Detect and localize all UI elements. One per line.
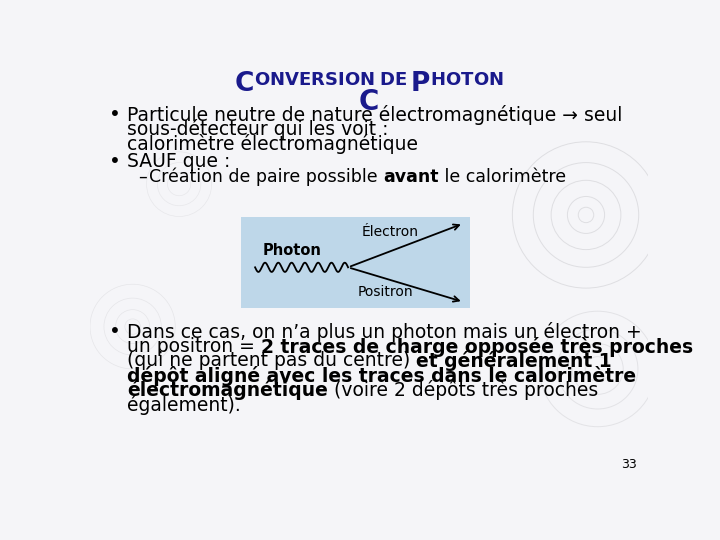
Text: O: O — [473, 71, 488, 89]
Text: SAUF que :: SAUF que : — [127, 152, 230, 171]
Text: un positron =: un positron = — [127, 336, 261, 356]
Text: I: I — [338, 71, 344, 89]
Text: D: D — [379, 71, 394, 89]
Text: E: E — [298, 71, 311, 89]
Text: Photon: Photon — [263, 244, 322, 259]
Text: S: S — [325, 71, 338, 89]
Text: Positron: Positron — [357, 285, 413, 299]
Text: et généralement 1: et généralement 1 — [416, 351, 612, 371]
Text: (qui ne partent pas du centre): (qui ne partent pas du centre) — [127, 351, 416, 370]
Text: Création de paire possible: Création de paire possible — [149, 168, 383, 186]
Text: Particule neutre de nature électromagnétique → seul: Particule neutre de nature électromagnét… — [127, 105, 623, 125]
Text: Dans ce cas, on n’a plus un photon mais un électron +: Dans ce cas, on n’a plus un photon mais … — [127, 322, 642, 342]
Text: C: C — [235, 71, 254, 97]
Text: E: E — [394, 71, 406, 89]
Text: le calorimètre: le calorimètre — [438, 168, 566, 186]
Text: C: C — [359, 88, 379, 116]
Text: (voire 2 dépôts très proches: (voire 2 dépôts très proches — [328, 381, 598, 401]
Text: N: N — [359, 71, 374, 89]
Text: dépôt aligné avec les traces dans le calorimètre: dépôt aligné avec les traces dans le cal… — [127, 366, 636, 386]
Text: •: • — [109, 152, 121, 171]
Text: également).: également). — [127, 395, 241, 415]
Text: électromagnétique: électromagnétique — [127, 381, 328, 401]
Text: 33: 33 — [621, 458, 637, 471]
Bar — [241, 217, 469, 308]
Text: –: – — [138, 168, 147, 186]
Text: •: • — [109, 322, 121, 341]
Text: O: O — [344, 71, 359, 89]
Text: avant: avant — [383, 168, 438, 186]
Text: Électron: Électron — [361, 225, 418, 239]
Text: V: V — [284, 71, 298, 89]
Text: R: R — [311, 71, 325, 89]
Text: sous-détecteur qui les voit :: sous-détecteur qui les voit : — [127, 119, 389, 139]
Text: N: N — [269, 71, 284, 89]
Text: calorimètre électromagnétique: calorimètre électromagnétique — [127, 134, 418, 154]
Text: O: O — [445, 71, 460, 89]
Text: •: • — [109, 105, 121, 124]
Text: N: N — [488, 71, 503, 89]
Text: P: P — [411, 71, 430, 97]
Text: 2 traces de charge opposée très proches: 2 traces de charge opposée très proches — [261, 336, 693, 356]
Text: T: T — [460, 71, 473, 89]
Text: H: H — [430, 71, 445, 89]
Text: O: O — [254, 71, 269, 89]
